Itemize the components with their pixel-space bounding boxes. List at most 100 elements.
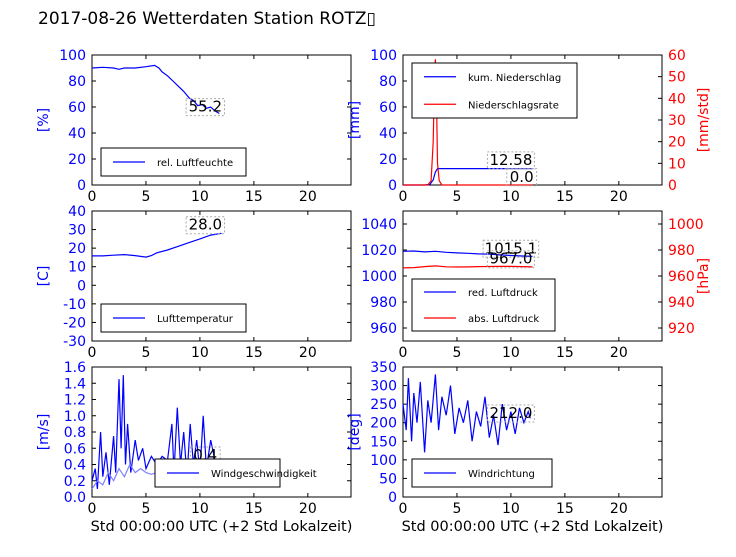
temperature-ytick-label: 40: [68, 204, 86, 220]
precipitation-y2tick-label: 10: [668, 156, 686, 172]
precipitation-annotation-1: 0.0: [510, 168, 534, 186]
winddirection-ytick-label: 0: [388, 490, 397, 506]
precipitation-xtick-label: 10: [502, 189, 520, 205]
temperature-ytick-label: 10: [68, 260, 86, 276]
winddirection-xtick-label: 15: [556, 501, 574, 517]
humidity-ylabel: [%]: [36, 108, 52, 132]
precipitation-ytick-label: 0: [388, 178, 397, 194]
temperature-ytick-label: -30: [63, 334, 86, 350]
winddirection-xtick-label: 0: [399, 501, 408, 517]
winddirection-xtick-label: 5: [452, 501, 461, 517]
pressure-legend-label: red. Luftdruck: [468, 288, 538, 299]
temperature-xtick-label: 20: [299, 345, 317, 361]
windspeed-ytick-label: 0.8: [64, 425, 86, 441]
precipitation-legend-label: kum. Niederschlag: [468, 73, 561, 84]
pressure-ytick-label: 1020: [361, 243, 397, 259]
pressure-ytick-label: 980: [370, 295, 397, 311]
humidity-ytick-label: 20: [68, 152, 86, 168]
pressure-annotation-box: [482, 239, 540, 258]
pressure-y2tick-label: 920: [668, 321, 695, 337]
windspeed-ylabel: [m/s]: [36, 414, 52, 451]
pressure-xtick-label: 0: [399, 345, 408, 361]
pressure-y2tick-label: 960: [668, 269, 695, 285]
precipitation-y2tick-label: 30: [668, 113, 686, 129]
temperature-frame: [91, 210, 352, 342]
precipitation-legend-label: Niederschlagsrate: [468, 100, 559, 111]
winddirection-ytick-label: 100: [370, 453, 397, 469]
humidity-xtick-label: 15: [245, 189, 263, 205]
windspeed-xtick-label: 20: [299, 501, 317, 517]
windspeed-xtick-label: 5: [141, 501, 150, 517]
precipitation-xtick-label: 15: [556, 189, 574, 205]
humidity-frame: [91, 54, 352, 186]
windspeed-ytick-label: 1.2: [64, 393, 86, 409]
precipitation-ytick-label: 100: [370, 48, 397, 64]
pressure-annotation-0: 1015.1: [485, 239, 538, 257]
temperature-ytick-label: -10: [63, 297, 86, 313]
temperature-ylabel: [C]: [36, 266, 52, 287]
humidity-ytick-label: 40: [68, 126, 86, 142]
humidity-annotation-0: 55.2: [189, 98, 222, 116]
windspeed-ytick-label: 1.4: [64, 376, 86, 392]
humidity-xtick-label: 0: [88, 189, 97, 205]
temperature-xtick-label: 15: [245, 345, 263, 361]
precipitation-y2tick-label: 0: [668, 178, 677, 194]
pressure-ytick-label: 1000: [361, 269, 397, 285]
winddirection-xtick-label: 20: [610, 501, 628, 517]
precipitation-y2label: [mm/std]: [696, 88, 712, 153]
precipitation-series-1: [403, 59, 533, 186]
humidity-ytick-label: 100: [59, 48, 86, 64]
precipitation-xtick-label: 0: [399, 189, 408, 205]
winddirection-ytick-label: 50: [379, 471, 397, 487]
winddirection-ytick-label: 250: [370, 397, 397, 413]
winddirection-xlabel: Std 00:00:00 UTC (+2 Std Lokalzeit): [402, 519, 664, 535]
precipitation-legend: [411, 62, 578, 119]
winddirection-ytick-label: 150: [370, 434, 397, 450]
precipitation-ylabel: [mm]: [347, 101, 363, 139]
precipitation-annotation-0: 12.58: [489, 151, 532, 169]
winddirection-frame: [402, 366, 663, 498]
humidity-xtick-label: 20: [299, 189, 317, 205]
pressure-ytick-label: 1040: [361, 217, 397, 233]
humidity-xtick-label: 10: [191, 189, 209, 205]
windspeed-ytick-label: 1.0: [64, 409, 86, 425]
precipitation-y2tick-label: 40: [668, 91, 686, 107]
winddirection-ytick-label: 350: [370, 360, 397, 376]
temperature-ytick-label: 20: [68, 241, 86, 257]
humidity-series-0: [91, 64, 220, 115]
pressure-y2tick-label: 1000: [668, 217, 704, 233]
humidity-ytick-label: 60: [68, 100, 86, 116]
pressure-xtick-label: 5: [452, 345, 461, 361]
precipitation-y2tick-label: 60: [668, 48, 686, 64]
pressure-legend: [411, 278, 556, 332]
pressure-xtick-label: 10: [502, 345, 520, 361]
winddirection-ytick-label: 300: [370, 379, 397, 395]
windspeed-xtick-label: 0: [88, 501, 97, 517]
pressure-series-1: [402, 265, 533, 269]
precipitation-y2tick-label: 50: [668, 70, 686, 86]
pressure-xtick-label: 20: [610, 345, 628, 361]
pressure-xtick-label: 15: [556, 345, 574, 361]
temperature-ytick-label: 30: [68, 223, 86, 239]
precipitation-annotation-box: [506, 168, 538, 187]
windspeed-ytick-label: 0.6: [64, 441, 86, 457]
windspeed-xtick-label: 15: [245, 501, 263, 517]
windspeed-ytick-label: 1.6: [64, 360, 86, 376]
pressure-y2tick-label: 940: [668, 295, 695, 311]
pressure-annotation-1: 967.0: [489, 250, 532, 268]
pressure-series-0: [402, 250, 533, 257]
temperature-xtick-label: 5: [141, 345, 150, 361]
windspeed-xtick-label: 10: [191, 501, 209, 517]
pressure-legend-label: abs. Luftdruck: [468, 314, 539, 325]
temperature-ytick-label: 0: [77, 278, 86, 294]
windspeed-legend-label: Windgeschwindigkeit: [211, 469, 317, 480]
temperature-legend-label: Lufttemperatur: [157, 314, 234, 325]
humidity-ytick-label: 0: [77, 178, 86, 194]
temperature-annotation-0: 28.0: [189, 216, 222, 234]
precipitation-ytick-label: 20: [379, 152, 397, 168]
windspeed-ytick-label: 0.4: [64, 458, 86, 474]
windspeed-ytick-label: 0.0: [64, 490, 86, 506]
winddirection-legend-label: Windrichtung: [468, 469, 535, 480]
precipitation-ytick-label: 40: [379, 126, 397, 142]
